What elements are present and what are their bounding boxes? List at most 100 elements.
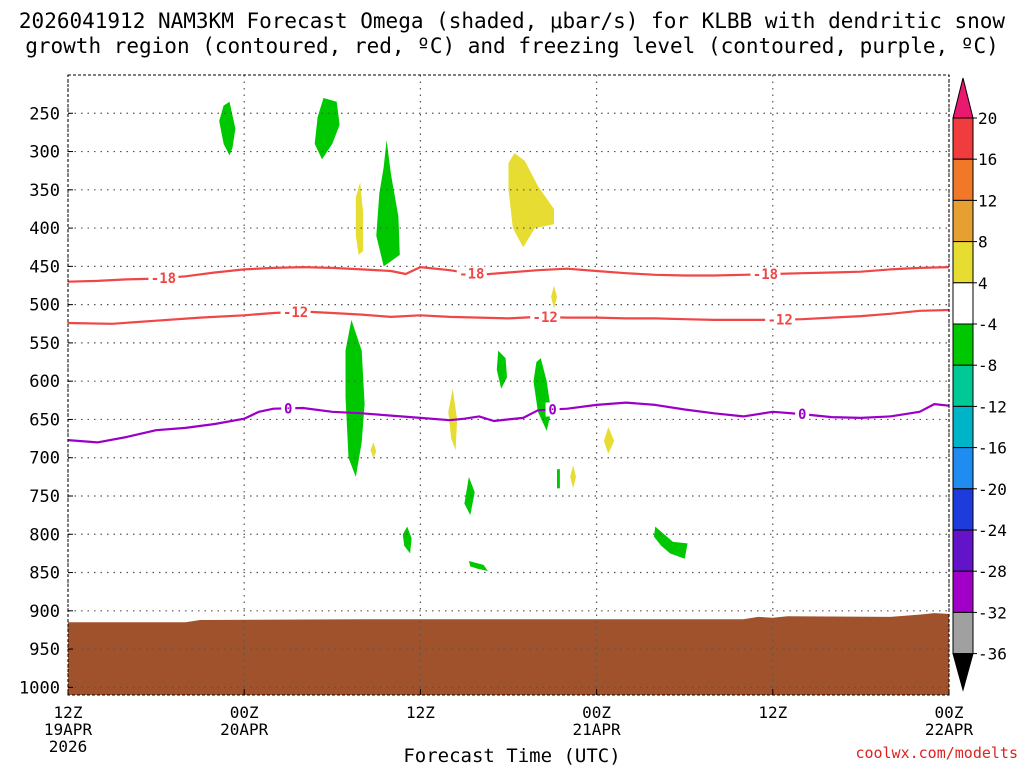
colorbar-swatch-1 (952, 117, 974, 160)
omega-region-0 (219, 101, 236, 156)
colorbar-label-7: -12 (978, 397, 1007, 416)
contour--18C (67, 266, 950, 283)
omega-region-3 (355, 182, 364, 255)
colorbar-swatch-7 (952, 364, 974, 407)
omega-region-4 (508, 153, 554, 248)
contour-label-0C-1: 0 (548, 402, 556, 418)
contour-0C (67, 401, 950, 444)
omega-region-14 (464, 476, 475, 516)
x-tick-label-48-0: 12Z (758, 703, 787, 722)
chart-title-line-1: 2026041912 NAM3KM Forecast Omega (shaded… (18, 9, 1006, 33)
contour--12C (67, 308, 950, 325)
x-axis-title: Forecast Time (UTC) (403, 745, 621, 767)
y-tick-label-950: 950 (29, 640, 60, 660)
x-tick-label-36-0: 00Z (582, 703, 611, 722)
colorbar-label-3: 8 (978, 233, 988, 252)
colorbar-label-6: -8 (978, 356, 997, 375)
contour-label-bg--18C-2 (750, 267, 781, 282)
contour-label--12C-1: -12 (533, 310, 558, 326)
colorbar-swatch-9 (952, 447, 974, 490)
y-tick-label-350: 350 (29, 181, 60, 201)
x-tick-label-0-2: 2026 (49, 737, 88, 756)
colorbar-label-10: -24 (978, 521, 1007, 540)
contour-label-bg--12C-0 (280, 304, 311, 319)
omega-region-17 (653, 526, 688, 559)
omega-region-13 (557, 469, 560, 489)
colorbar-swatch-4 (952, 241, 974, 284)
y-tick-label-750: 750 (29, 487, 60, 507)
colorbar-label-8: -16 (978, 439, 1007, 458)
colorbar-swatch-10 (952, 488, 974, 531)
colorbar-label-4: 4 (978, 274, 988, 293)
y-tick-label-850: 850 (29, 564, 60, 584)
x-tick-label-24-0: 12Z (406, 703, 435, 722)
colorbar-bottom-arrow (952, 653, 974, 692)
x-tick-label-60-1: 22APR (925, 720, 974, 739)
colorbar-swatch-11 (952, 529, 974, 572)
omega-region-10 (370, 442, 377, 458)
omega-region-11 (603, 427, 615, 454)
contour-label-bg--12C-1 (530, 310, 561, 325)
colorbar-label-11: -28 (978, 562, 1007, 581)
contour-label-bg-0C-1 (545, 402, 560, 417)
y-tick-label-550: 550 (29, 334, 60, 354)
y-tick-label-500: 500 (29, 296, 60, 316)
colorbar-swatch-6 (952, 323, 974, 366)
omega-region-6 (345, 319, 365, 477)
colorbar-swatch-2 (952, 158, 974, 201)
contour-label-bg--12C-2 (765, 312, 796, 327)
x-tick-label-0-0: 12Z (54, 703, 83, 722)
colorbar-swatch-12 (952, 570, 974, 613)
contour-label-0C-2: 0 (798, 407, 806, 423)
colorbar-top-arrow (952, 77, 974, 119)
y-tick-label-900: 900 (29, 602, 60, 622)
omega-region-2 (376, 140, 400, 267)
contour-label--18C-1: -18 (459, 267, 484, 283)
colorbar-label-12: -32 (978, 603, 1007, 622)
chart-title-line-2: growth region (contoured, red, ºC) and f… (25, 34, 999, 58)
y-tick-label-300: 300 (29, 143, 60, 163)
colorbar-swatch-8 (952, 405, 974, 449)
y-tick-label-400: 400 (29, 219, 60, 239)
plot-frame (67, 74, 950, 696)
omega-region-5 (551, 285, 557, 309)
contour-label-0C-0: 0 (284, 401, 292, 417)
omega-region-15 (402, 526, 412, 554)
contour-label--18C-2: -18 (753, 267, 778, 283)
x-tick-label-36-1: 21APR (573, 720, 622, 739)
colorbar-swatch-5 (952, 282, 974, 325)
colorbar-label-1: 16 (978, 150, 997, 169)
colorbar-label-0: 20 (978, 109, 997, 128)
x-tick-label-0-1: 19APR (44, 720, 93, 739)
colorbar-label-9: -20 (978, 480, 1007, 499)
contour-label-bg-0C-0 (281, 401, 296, 416)
y-tick-label-800: 800 (29, 525, 60, 545)
contour-label-bg--18C-1 (456, 266, 487, 281)
omega-region-16 (468, 561, 488, 571)
contour-label-bg-0C-2 (795, 407, 810, 422)
colorbar-swatch-13 (952, 611, 974, 655)
omega-region-12 (570, 465, 576, 489)
y-tick-label-600: 600 (29, 372, 60, 392)
y-tick-label-250: 250 (29, 104, 60, 124)
colorbar-label-5: -4 (978, 315, 997, 334)
colorbar-label-2: 12 (978, 191, 997, 210)
y-tick-label-1000: 1000 (19, 678, 60, 698)
y-tick-label-650: 650 (29, 410, 60, 430)
y-tick-label-450: 450 (29, 257, 60, 277)
omega-region-7 (496, 350, 507, 389)
y-tick-label-700: 700 (29, 449, 60, 469)
x-tick-label-60-0: 00Z (935, 703, 964, 722)
contour-label-bg--18C-0 (148, 271, 179, 286)
colorbar-swatch-3 (952, 199, 974, 243)
contour-label--12C-0: -12 (283, 305, 308, 321)
site-credit: coolwx.com/modelts (855, 744, 1018, 762)
colorbar-label-13: -36 (978, 645, 1007, 664)
terrain-fill (68, 613, 949, 695)
contour-label--12C-2: -12 (767, 313, 792, 329)
x-tick-label-12-1: 20APR (220, 720, 269, 739)
omega-region-1 (314, 98, 340, 160)
x-tick-label-12-0: 00Z (230, 703, 259, 722)
contour-label--18C-0: -18 (151, 271, 176, 287)
